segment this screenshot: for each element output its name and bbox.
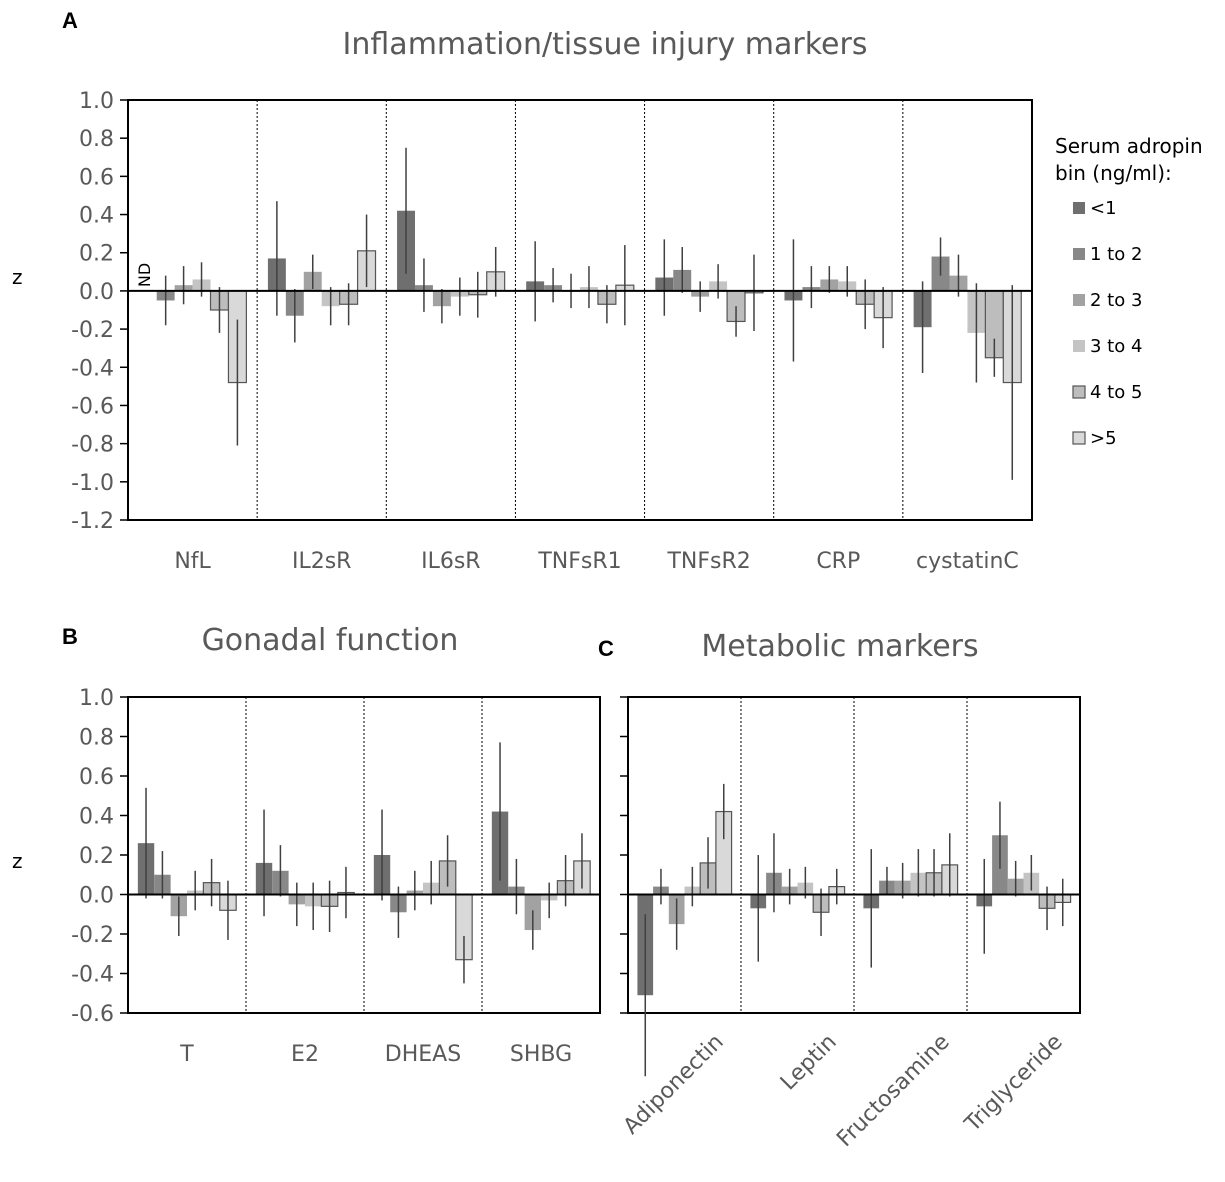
legend-swatch-3-to-4 [1073,340,1085,352]
panel-c-category-label-leptin: Leptin [776,1030,842,1096]
panel-a-category-label-tnfsr2: TNFsR2 [666,549,750,574]
panel-a-y-tick-label: 0.6 [79,165,114,190]
panel-b-y-tick-label: 0.8 [79,726,114,751]
legend-swatch-1-to-2 [1073,248,1085,260]
legend-title-line2: bin (ng/ml): [1055,161,1172,185]
panel-b-category-label-t: T [179,1042,194,1067]
panel-b-y-tick-label: 1.0 [79,686,114,711]
panel-b: B Gonadal function z 1.0 0.8 0.6 0.4 0.2 0.0 -… [12,623,601,1067]
panel-a-y-tick-label: -1.0 [71,471,114,496]
panel-a-y-tick-label: 0.2 [79,242,114,267]
legend-label-2-to-3: 2 to 3 [1090,290,1142,311]
panel-b-y-tick-label: -0.4 [71,963,114,988]
panel-b-category-label-dheas: DHEAS [385,1042,461,1067]
panel-a-category-label-il6sr: IL6sR [421,549,481,574]
panel-a-y-tick-label: -1.2 [71,509,114,534]
panel-a-y-tick-label: 0.0 [79,280,114,305]
panel-b-plot: 1.0 0.8 0.6 0.4 0.2 0.0 -0.2 -0.4 -0.6 T E2 DHEAS SH… [71,686,601,1067]
panel-b-category-label-shbg: SHBG [510,1042,572,1067]
panel-b-y-tick-label: 0.6 [79,765,114,790]
panel-b-title: Gonadal function [202,623,459,658]
panel-a-y-tick-label: -0.2 [71,318,114,343]
legend-label-1-to-2: 1 to 2 [1090,244,1142,265]
panel-a-category-label-crp: CRP [816,549,860,574]
legend-label-4-to-5: 4 to 5 [1090,382,1142,403]
panel-a: A Inflammation/tissue injury markers z 1… [12,8,1033,574]
panel-c-title: Metabolic markers [701,629,978,664]
panel-b-y-tick-label: -0.2 [71,923,114,948]
legend-swatch-5 [1072,431,1086,445]
panel-a-annotation-nd: ND [135,263,154,287]
legend-swatch-2-to-3 [1073,294,1085,306]
panel-c-category-label-fructosamine: Fructosamine [832,1030,954,1152]
panel-a-y-tick-label: 0.4 [79,204,114,229]
panel-a-y-tick-label: 0.8 [79,127,114,152]
panel-c: C Metabolic markers Adiponectin LeptinFru… [598,629,1081,1152]
panel-a-y-axis-label: z [12,265,23,289]
panel-a-plot-frame [127,99,1033,521]
panel-b-y-tick-label: -0.6 [71,1002,114,1027]
panel-b-y-tick-label: 0.0 [79,884,114,909]
legend-title-line1: Serum adropin [1055,134,1203,158]
panel-b-y-tick-label: 0.4 [79,805,114,830]
legend-label-5: >5 [1090,428,1117,449]
legend: Serum adropin bin (ng/ml): <1 1 to 2 2 to … [1055,134,1203,449]
panel-b-y-axis-label: z [12,849,23,873]
panel-a-y-tick-label: -0.6 [71,394,114,419]
panel-a-plot: 1.0 0.8 0.6 0.4 0.2 0.0 -0.2 -0.4 -0.6 -0.8 -1.0 -1… [71,89,1033,574]
panel-a-letter: A [62,8,78,33]
panel-a-y-tick-label: -0.8 [71,433,114,458]
panel-a-category-label-nfl: NfL [174,549,211,574]
legend-swatch-4-to-5 [1072,385,1086,399]
panel-b-y-tick-label: 0.2 [79,844,114,869]
panel-a-category-label-il2sr: IL2sR [292,549,352,574]
panel-a-category-label-cystatinc: cystatinC [916,549,1019,574]
panel-c-category-label-adiponectin: Adiponectin [619,1030,729,1140]
legend-label-3-to-4: 3 to 4 [1090,336,1142,357]
panel-a-category-label-tnfsr1: TNFsR1 [537,549,621,574]
panel-a-title: Inflammation/tissue injury markers [343,27,868,62]
panel-a-y-tick-label: -0.4 [71,356,114,381]
panel-c-letter: C [598,636,614,661]
panel-b-category-label-e2: E2 [291,1042,319,1067]
legend-label-1: <1 [1090,198,1117,219]
panel-b-letter: B [62,624,78,649]
legend-swatch-1 [1073,202,1085,214]
panel-a-y-tick-label: 1.0 [79,89,114,114]
panel-c-category-label-triglyceride: Triglyceride [960,1030,1068,1138]
